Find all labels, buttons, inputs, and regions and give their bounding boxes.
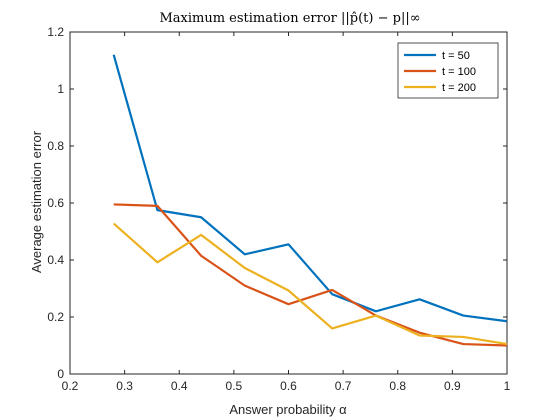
y-tick-label: 0.6 — [47, 196, 64, 210]
y-tick-label: 0.8 — [47, 139, 64, 153]
x-tick-label: 0.5 — [226, 379, 243, 393]
x-tick-label: 0.7 — [335, 379, 352, 393]
x-tick-label: 1 — [504, 379, 511, 393]
y-tick-label: 0.2 — [47, 310, 64, 324]
y-axis-label: Average estimation error — [29, 130, 44, 273]
x-tick-label: 0.8 — [389, 379, 406, 393]
x-axis-label: Answer probability α — [229, 402, 347, 417]
series-layer — [112, 54, 508, 347]
x-tick-label: 0.4 — [171, 379, 188, 393]
series-line-1 — [112, 54, 508, 323]
x-tick-label: 0.9 — [444, 379, 461, 393]
x-tick-label: 0.2 — [62, 379, 79, 393]
series-line-3 — [112, 222, 508, 346]
legend: t = 50 t = 100 t = 200 — [397, 42, 499, 99]
chart-title: Maximum estimation error ||p̂(t) − p||∞ — [159, 11, 420, 26]
y-tick-label: 1 — [57, 82, 64, 96]
x-tick-label: 0.3 — [116, 379, 133, 393]
y-tick-label: 0.4 — [47, 253, 64, 267]
y-tick-label: 1.2 — [47, 25, 64, 39]
legend-label-3: t = 200 — [442, 82, 476, 94]
y-tick-label: 0 — [57, 367, 64, 381]
legend-label-1: t = 50 — [442, 50, 470, 62]
x-tick-label: 0.6 — [280, 379, 297, 393]
series-line-2 — [113, 203, 508, 347]
legend-label-2: t = 100 — [442, 66, 476, 78]
